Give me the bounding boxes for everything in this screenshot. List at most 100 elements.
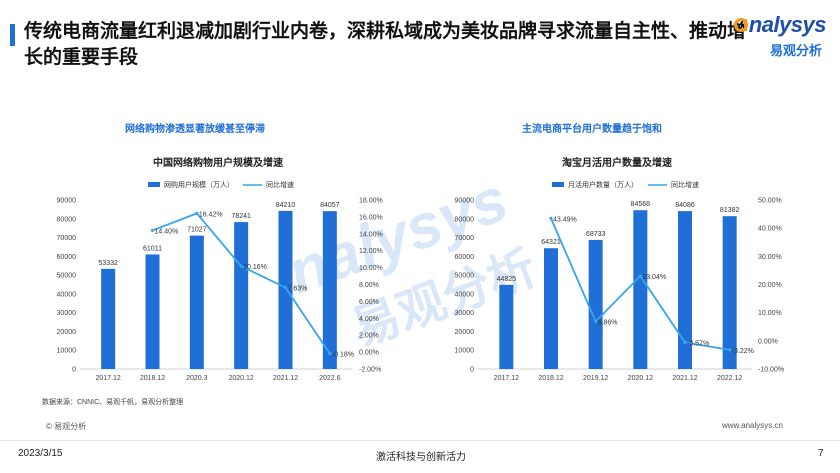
x-axis-tick-label: 2020.3 (186, 375, 208, 382)
bar-value-label: 84210 (276, 202, 296, 209)
bar (278, 210, 293, 369)
growth-value-label: 10.16% (243, 264, 267, 271)
bar-value-label: 71027 (187, 227, 207, 234)
chart-user-scale: 中国网络购物用户规模及增速 网购用户规模（万人） 同比增速 0 10000 2000… (57, 156, 383, 382)
left-axis-tick-label: 40000 (57, 291, 77, 298)
page-number: 7 (818, 448, 824, 459)
growth-point (239, 264, 243, 268)
left-axis-tick-label: 90000 (455, 198, 475, 205)
growth-point (195, 211, 199, 215)
x-axis-tick-label: 2021.12 (273, 375, 298, 382)
right-axis-tick-label: 0.00% (758, 338, 778, 345)
right-axis-tick-label: 12.00% (359, 248, 383, 255)
left-axis-tick-label: 30000 (57, 310, 77, 317)
bar (234, 222, 249, 369)
x-axis-tick-label: 2022.12 (717, 375, 742, 382)
growth-point (638, 274, 642, 278)
website-link[interactable]: www.analysys.cn (722, 421, 783, 430)
legend-line-label: 同比增速 (671, 180, 699, 189)
bar-value-label: 81382 (720, 207, 740, 214)
right-axis-tick-label: 16.00% (359, 214, 383, 221)
left-axis-tick-label: 30000 (455, 310, 475, 317)
chart-taobao-mau: 淘宝月活用户数量及增速 月活用户数量（万人） 同比增速 0 10000 20000 3… (455, 156, 785, 382)
circle-a-logo-icon (734, 18, 748, 32)
right-axis-tick-label: 20.00% (758, 282, 782, 289)
x-axis-tick-label: 2020.12 (229, 375, 254, 382)
left-axis-tick-label: 70000 (57, 235, 77, 242)
left-axis-tick-label: 90000 (57, 198, 77, 205)
growth-value-label: 7.63% (288, 286, 308, 293)
growth-value-label: -0.57% (687, 340, 709, 347)
bar (145, 254, 160, 369)
legend-bar-swatch (552, 182, 564, 187)
left-axis-tick-label: 50000 (455, 273, 475, 280)
x-axis-tick-label: 2018.12 (538, 375, 563, 382)
legend-bar-label: 月活用户数量（万人） (568, 180, 638, 189)
growth-value-label: 16.42% (199, 211, 223, 218)
growth-point (728, 348, 732, 352)
footer-slogan: 激活科技与创新活力 (376, 452, 466, 463)
growth-point (283, 286, 288, 290)
bar-value-label: 68733 (586, 231, 606, 238)
bar-value-label: 53332 (98, 260, 118, 267)
right-axis-tick-label: 4.00% (359, 316, 379, 323)
legend-line-label: 同比增速 (266, 180, 294, 189)
growth-value-label: -3.22% (732, 348, 754, 355)
x-axis-tick-label: 2018.12 (140, 375, 165, 382)
growth-point (594, 319, 598, 324)
right-axis-tick-label: 10.00% (758, 310, 782, 317)
bar-value-label: 84057 (320, 202, 340, 209)
left-axis-tick-label: 60000 (455, 254, 475, 261)
left-axis-tick-label: 50000 (57, 273, 77, 280)
footer-divider (0, 440, 840, 441)
bar (101, 268, 116, 369)
right-axis-tick-label: 40.00% (758, 226, 782, 233)
x-axis-tick-label: 2020.12 (628, 375, 653, 382)
left-axis-tick-label: 20000 (57, 329, 77, 336)
bar (189, 235, 204, 369)
right-panel-heading: 主流电商平台用户数量趋于饱和 (522, 122, 662, 135)
bar-value-label: 61011 (143, 245, 162, 252)
x-axis-tick-label: 2017.12 (96, 375, 121, 382)
right-axis-tick-label: 2.00% (359, 333, 379, 340)
growth-value-label: 6.86% (598, 320, 618, 327)
left-axis-tick-label: 40000 (455, 291, 475, 298)
growth-point (683, 340, 687, 345)
right-axis-tick-label: -10.00% (758, 367, 784, 374)
legend-bar-swatch (148, 182, 160, 187)
bar-value-label: 78241 (231, 213, 251, 220)
x-axis-tick-label: 2022.6 (319, 375, 341, 382)
left-axis-tick-label: 70000 (455, 235, 475, 242)
right-axis-tick-label: 8.00% (359, 282, 379, 289)
bar-value-label: 64321 (541, 239, 561, 246)
title-accent-bar (10, 24, 15, 46)
growth-value-label: 43.49% (553, 216, 577, 223)
bar (678, 211, 692, 369)
bar (499, 284, 514, 369)
analysys-logo: nalysys 易观分析 (734, 12, 827, 58)
left-axis-tick-label: 0 (470, 367, 474, 374)
right-axis-tick-label: 6.00% (359, 299, 379, 306)
chart-title: 淘宝月活用户数量及增速 (562, 156, 672, 169)
left-axis-tick-label: 80000 (455, 216, 475, 223)
legend: 月活用户数量（万人） 同比增速 (552, 180, 699, 189)
left-axis-tick-label: 60000 (57, 254, 77, 261)
legend: 网购用户规模（万人） 同比增速 (148, 180, 294, 189)
bar (633, 210, 648, 369)
growth-value-label: 14.40% (155, 228, 179, 235)
left-axis-tick-label: 10000 (57, 348, 77, 355)
growth-point (328, 352, 332, 356)
copyright-text: © 易观分析 (46, 422, 87, 431)
right-axis-tick-label: 18.00% (359, 198, 383, 205)
right-axis-tick-label: 10.00% (359, 265, 383, 272)
bar (588, 239, 603, 369)
growth-point (549, 216, 553, 220)
bar (322, 211, 337, 369)
logo-wordmark: nalysys (748, 12, 827, 37)
right-axis-tick-label: -2.00% (359, 367, 381, 374)
page-title: 传统电商流量红利退减加剧行业内卷，深耕私域成为美妆品牌寻求流量自主性、推动增长的… (24, 21, 747, 68)
left-panel-heading: 网络购物渗透显著放缓甚至停滞 (125, 122, 265, 135)
data-source-note: 数据来源：CNNIC、易观千帆，易观分析整理 (42, 399, 184, 406)
bar-value-label: 84086 (675, 202, 695, 209)
